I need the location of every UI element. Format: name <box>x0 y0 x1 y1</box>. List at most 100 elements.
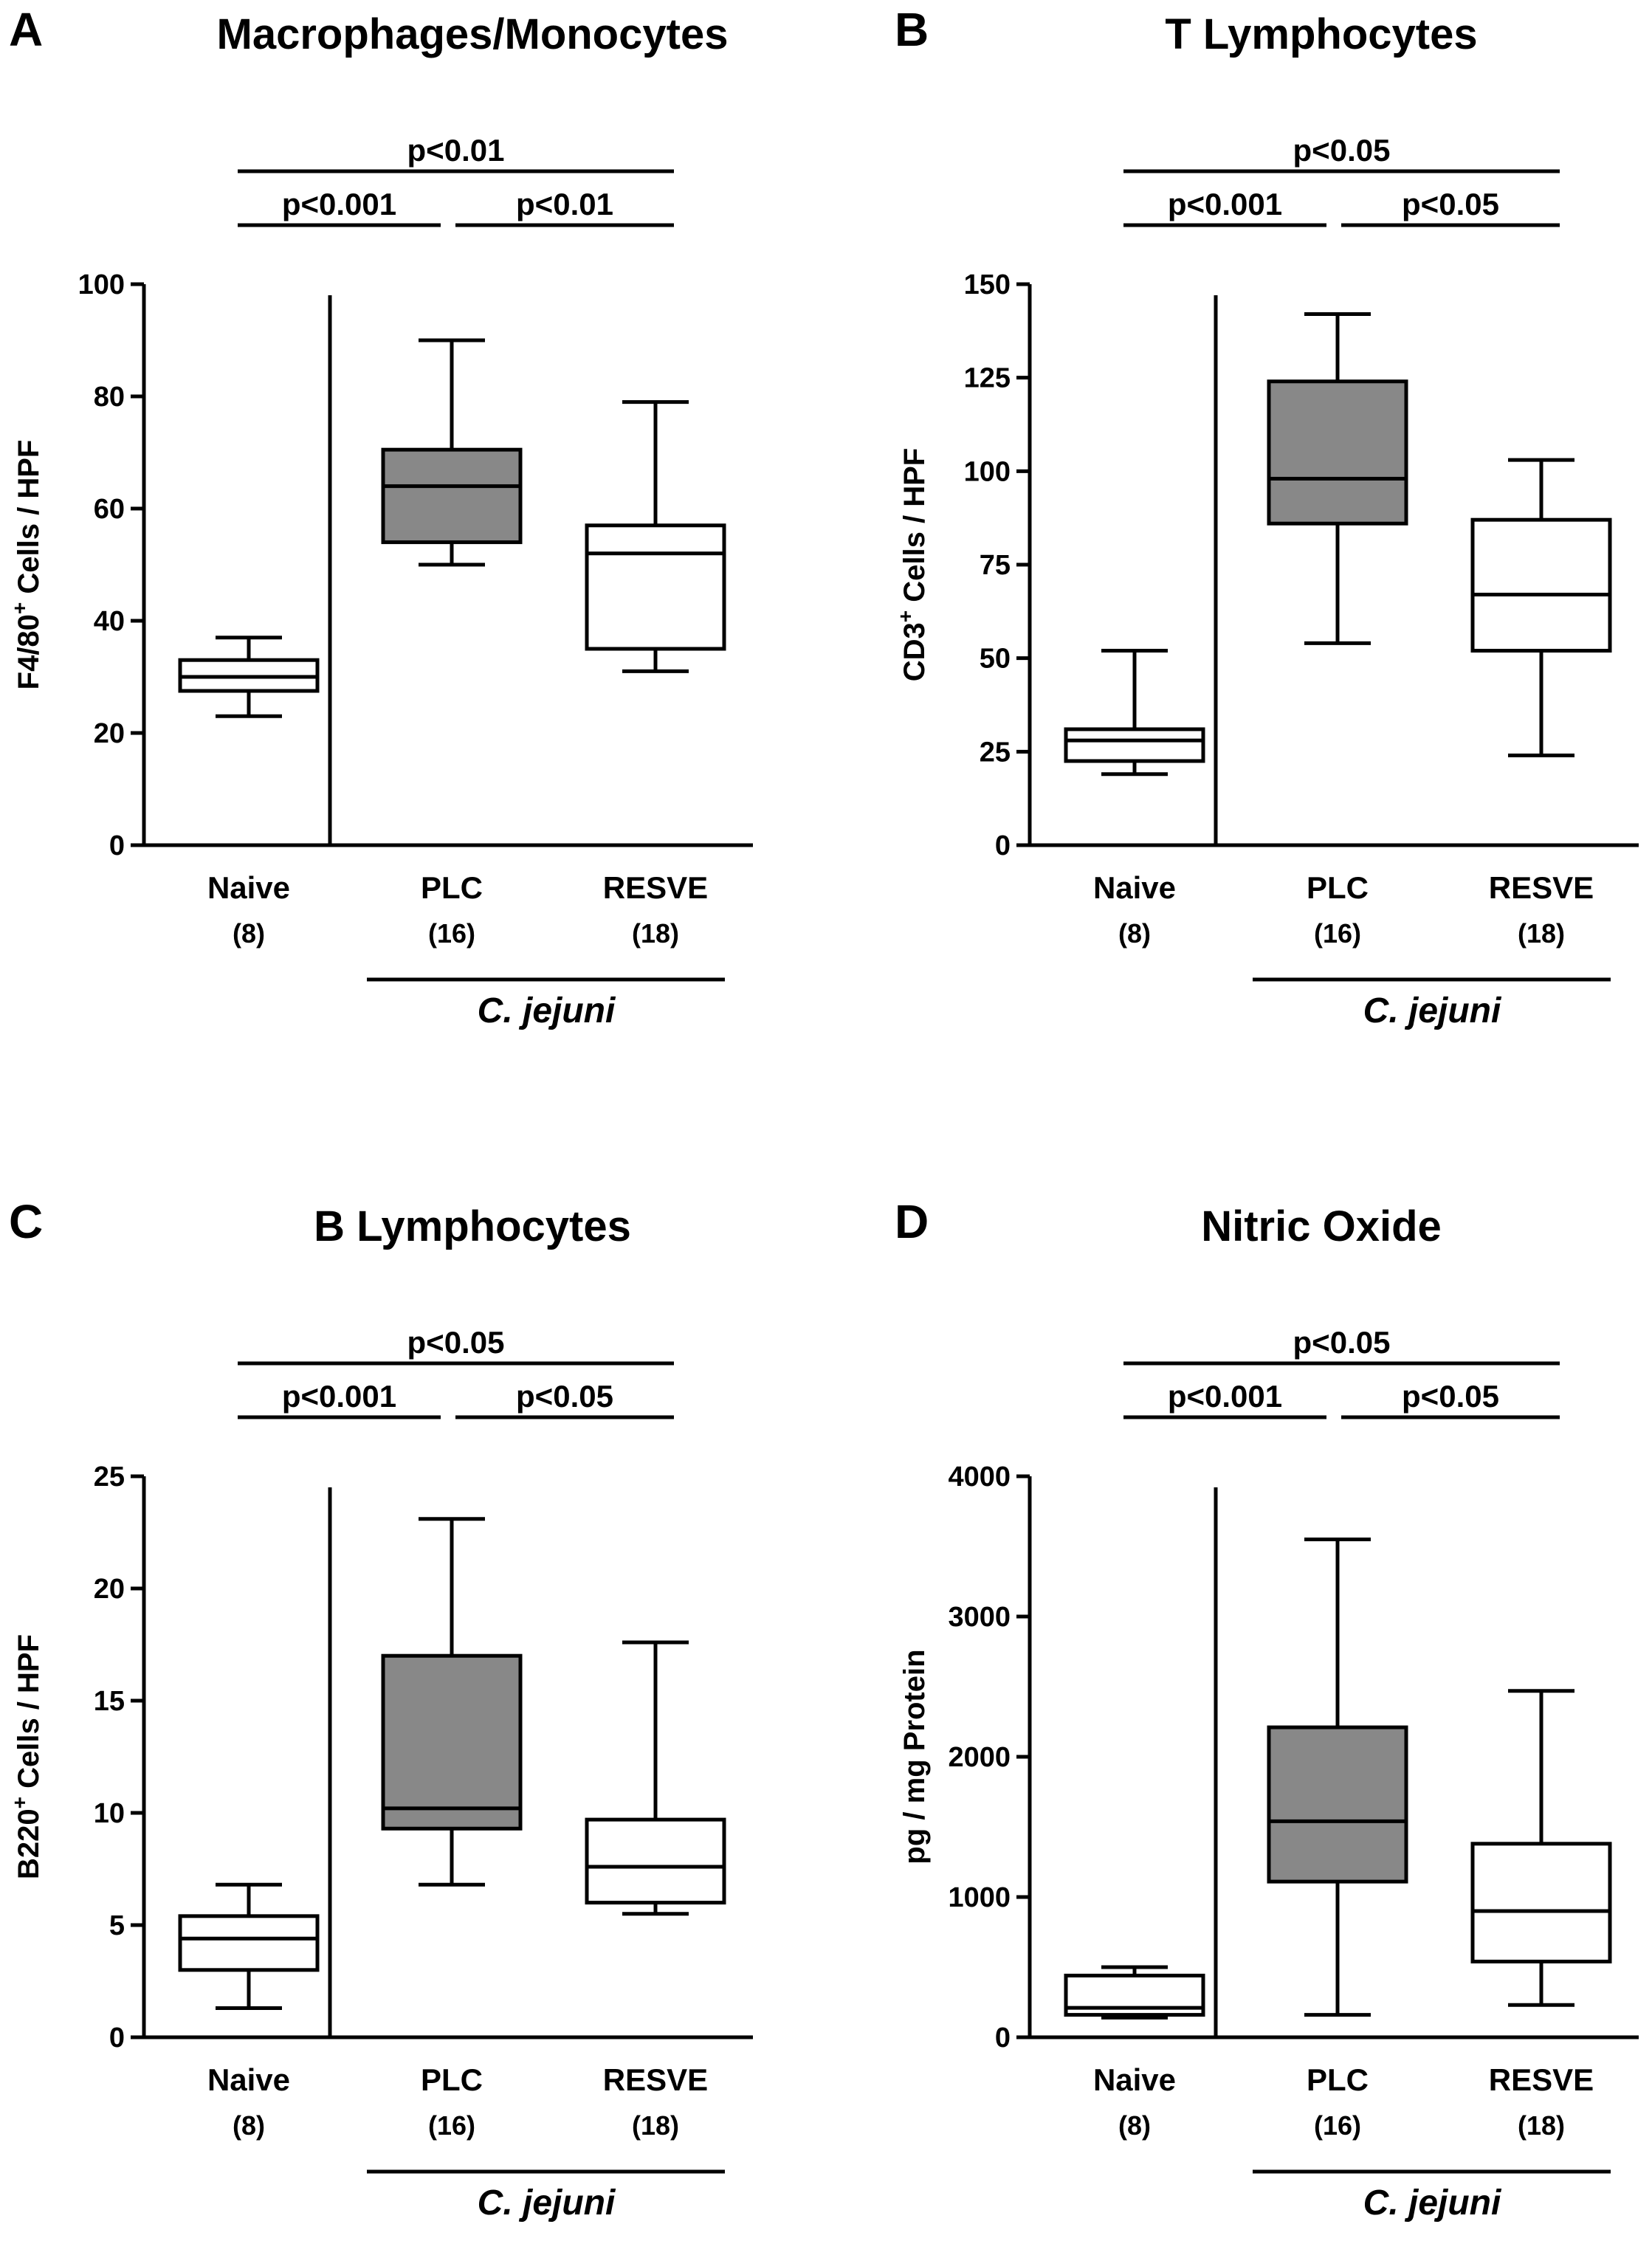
panel-title: Nitric Oxide <box>1201 1202 1442 1250</box>
significance-label: p<0.001 <box>1168 1379 1282 1414</box>
box-naive <box>1064 649 1205 777</box>
iqr-box <box>381 1653 523 1831</box>
box-plc <box>1267 1538 1408 2017</box>
y-tick-label: 3000 <box>948 1602 1011 1633</box>
box-plc <box>1267 312 1408 645</box>
category-label: Naive <box>207 2062 290 2097</box>
y-tick-label: 5 <box>109 1910 125 1941</box>
iqr-box <box>178 1914 320 1972</box>
significance-label: p<0.001 <box>1168 187 1282 221</box>
category-label: RESVE <box>603 870 708 905</box>
box-plc <box>381 1517 523 1887</box>
panel-d: D Nitric Oxide 0 1000 2000 3000 4000 pg / mg Pr… <box>895 1195 1639 2223</box>
panel-c: C B Lymphocytes 0 5 10 15 20 25 B220+ Cells / HP… <box>8 1195 753 2223</box>
y-axis-label-superscript: + <box>8 602 31 614</box>
significance-label: p<0.05 <box>1402 1379 1499 1414</box>
significance-label: p<0.001 <box>282 187 396 221</box>
panel-letter: B <box>895 3 929 56</box>
sample-size-label: (16) <box>1314 918 1361 949</box>
y-tick-label: 50 <box>980 644 1011 675</box>
y-tick-label: 60 <box>94 494 125 525</box>
y-axis-label-superscript: + <box>894 610 917 622</box>
infected-group-label: C. jejuni <box>478 991 616 1030</box>
y-tick-label: 100 <box>78 269 125 300</box>
category-label: PLC <box>1307 2062 1369 2097</box>
iqr-box <box>1064 727 1205 763</box>
significance-label: p<0.05 <box>407 1325 505 1360</box>
significance-label: p<0.05 <box>1293 1325 1391 1360</box>
category-label: RESVE <box>1489 2062 1594 2097</box>
y-tick-label: 15 <box>94 1686 125 1717</box>
sample-size-label: (16) <box>1314 2110 1361 2141</box>
sample-size-label: (18) <box>1518 918 1565 949</box>
y-tick-label: 1000 <box>948 1882 1011 1913</box>
sample-size-label: (8) <box>1118 2110 1151 2141</box>
y-axis-label-superscript: + <box>8 1797 31 1808</box>
sample-size-label: (18) <box>632 918 679 949</box>
panel-a: A Macrophages/Monocytes 0 20 40 60 80 100 F4/80+… <box>8 3 753 1030</box>
y-tick-label: 0 <box>109 2023 125 2054</box>
iqr-box <box>381 447 523 545</box>
category-label: Naive <box>207 870 290 905</box>
sample-size-label: (16) <box>428 2110 475 2141</box>
sample-size-label: (18) <box>1518 2110 1565 2141</box>
y-axis-label-main: CD3 <box>898 622 931 681</box>
y-axis-label-rest: Cells / HPF <box>898 448 931 610</box>
sample-size-label: (16) <box>428 918 475 949</box>
infected-group-label: C. jejuni <box>478 2183 616 2223</box>
panel-letter: C <box>9 1195 43 1248</box>
iqr-box <box>585 1817 726 1905</box>
y-axis-label: B220+ Cells / HPF <box>8 1634 45 1879</box>
panel-letter: D <box>895 1195 929 1248</box>
box-naive <box>178 636 320 718</box>
iqr-box <box>1470 517 1612 653</box>
iqr-box <box>1267 1725 1408 1884</box>
panel-letter: A <box>9 3 43 56</box>
infected-group-label: C. jejuni <box>1363 991 1502 1030</box>
y-tick-label: 80 <box>94 382 125 413</box>
category-label: RESVE <box>603 2062 708 2097</box>
box-resve <box>1470 1689 1612 2007</box>
panel-title: Macrophages/Monocytes <box>217 10 729 58</box>
significance-label: p<0.01 <box>407 133 505 168</box>
y-tick-label: 0 <box>109 830 125 861</box>
box-plc <box>381 338 523 567</box>
category-label: PLC <box>421 870 483 905</box>
box-naive <box>178 1882 320 2010</box>
sample-size-label: (8) <box>1118 918 1151 949</box>
significance-label: p<0.05 <box>1402 187 1499 221</box>
y-axis-label-main: B220 <box>13 1808 45 1879</box>
box-resve <box>585 400 726 673</box>
significance-label: p<0.01 <box>516 187 613 221</box>
category-label: RESVE <box>1489 870 1594 905</box>
y-tick-label: 4000 <box>948 1462 1011 1493</box>
y-tick-label: 20 <box>94 718 125 749</box>
category-label: Naive <box>1093 2062 1176 2097</box>
category-label: PLC <box>1307 870 1369 905</box>
y-tick-label: 0 <box>995 830 1011 861</box>
iqr-box <box>1470 1842 1612 1963</box>
sample-size-label: (18) <box>632 2110 679 2141</box>
y-tick-label: 25 <box>94 1462 125 1493</box>
y-tick-label: 25 <box>980 737 1011 768</box>
y-axis-label-main: pg / mg Protein <box>898 1649 931 1864</box>
sample-size-label: (8) <box>233 918 265 949</box>
box-naive <box>1064 1965 1205 2020</box>
panel-title: T Lymphocytes <box>1165 10 1477 58</box>
y-tick-label: 20 <box>94 1574 125 1605</box>
y-tick-label: 125 <box>964 363 1011 394</box>
sample-size-label: (8) <box>233 2110 265 2141</box>
iqr-box <box>585 523 726 651</box>
y-tick-label: 2000 <box>948 1742 1011 1773</box>
y-tick-label: 10 <box>94 1798 125 1829</box>
y-axis-label: pg / mg Protein <box>898 1649 931 1864</box>
iqr-box <box>1267 379 1408 526</box>
significance-label: p<0.05 <box>516 1379 613 1414</box>
y-axis-label: F4/80+ Cells / HPF <box>8 440 45 690</box>
y-axis-label-rest: Cells / HPF <box>13 1634 45 1797</box>
y-axis-label-main: F4/80 <box>13 614 45 689</box>
significance-label: p<0.05 <box>1293 133 1391 168</box>
panel-b: B T Lymphocytes 0 25 50 75 100 125 150 CD3+ Cells… <box>894 3 1639 1030</box>
box-resve <box>585 1640 726 1916</box>
